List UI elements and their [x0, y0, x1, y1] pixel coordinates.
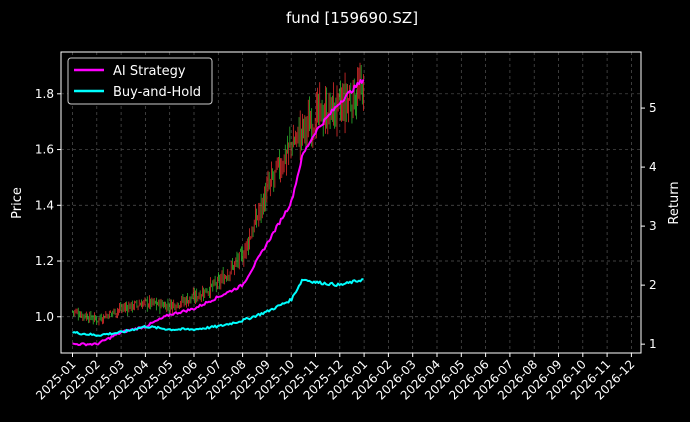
y-axis-right: 1 2 3 4 5: [641, 101, 657, 351]
y-tick-label-right: 4: [649, 160, 657, 174]
series-line-buy-and-hold: [72, 278, 364, 337]
y-axis-right-label: Return: [667, 181, 682, 224]
y-tick-label-right: 5: [649, 101, 657, 115]
y-tick-label-right: 2: [649, 278, 657, 292]
y-tick-label-left: 1.0: [35, 310, 54, 324]
y-tick-label-right: 3: [649, 219, 657, 233]
y-tick-label-left: 1.4: [35, 198, 54, 212]
y-tick-label-left: 1.6: [35, 143, 54, 157]
legend-label: AI Strategy: [113, 64, 186, 79]
y-tick-label-right: 1: [649, 337, 657, 351]
y-tick-label-left: 1.2: [35, 254, 54, 268]
chart-title: fund [159690.SZ]: [286, 9, 418, 27]
legend-label: Buy-and-Hold: [113, 85, 201, 100]
y-axis-left: 1.0 1.2 1.4 1.6 1.8: [35, 87, 61, 324]
y-tick-label-left: 1.8: [35, 87, 54, 101]
plot-frame: [60, 51, 642, 354]
price-candles: [72, 62, 364, 326]
series-lines: [72, 79, 365, 347]
series-line-ai-strategy: [72, 79, 365, 347]
legend: AI Strategy Buy-and-Hold: [67, 57, 213, 105]
y-axis-left-label: Price: [10, 187, 25, 219]
